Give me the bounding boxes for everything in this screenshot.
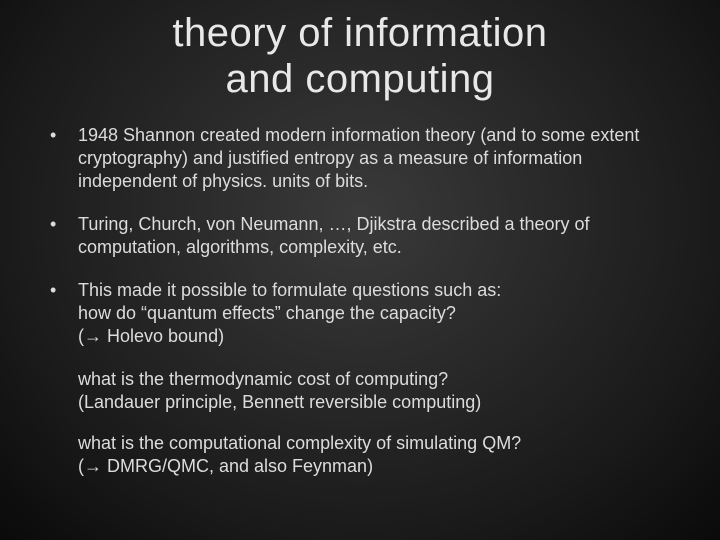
bullet-item: Turing, Church, von Neumann, …, Djikstra… [44, 213, 676, 259]
sub-block: what is the thermodynamic cost of comput… [44, 368, 676, 414]
bullet-subtext: (Landauer principle, Bennett reversible … [78, 392, 481, 412]
bullet-subtext: (→ DMRG/QMC, and also Feynman) [78, 456, 373, 476]
bullet-list: 1948 Shannon created modern information … [44, 124, 676, 348]
bullet-text: Turing, Church, von Neumann, …, Djikstra… [78, 214, 590, 257]
slide: theory of informationand computing 1948 … [0, 0, 720, 540]
sub-block: what is the computational complexity of … [44, 432, 676, 478]
bullet-subtext: what is the computational complexity of … [78, 433, 521, 453]
bullet-item: 1948 Shannon created modern information … [44, 124, 676, 193]
bullet-subtext: how do “quantum effects” change the capa… [78, 303, 456, 323]
bullet-text: This made it possible to formulate quest… [78, 280, 501, 300]
bullet-item: This made it possible to formulate quest… [44, 279, 676, 348]
bullet-subtext: what is the thermodynamic cost of comput… [78, 369, 448, 389]
bullet-subtext: (→ Holevo bound) [78, 326, 224, 346]
bullet-text: 1948 Shannon created modern information … [78, 125, 639, 191]
slide-title: theory of informationand computing [44, 10, 676, 102]
